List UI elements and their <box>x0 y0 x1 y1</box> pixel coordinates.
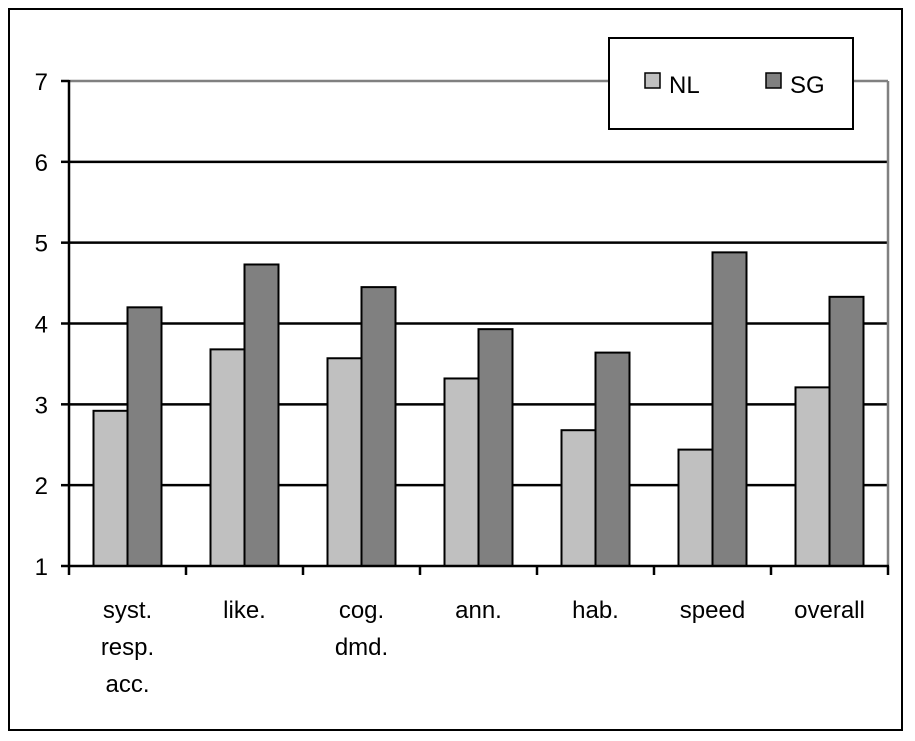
bar-sg-0 <box>126 306 163 567</box>
legend-swatch-sg <box>765 72 782 89</box>
bar-sg-3 <box>477 328 514 567</box>
x-category-label: syst. <box>103 597 152 624</box>
bars <box>92 251 865 568</box>
legend: NL SG <box>608 37 854 130</box>
bar-sg-2 <box>360 286 397 567</box>
bar-sg-4 <box>594 351 631 567</box>
bar-sg-1 <box>243 263 280 567</box>
legend-label-sg: SG <box>790 72 825 99</box>
y-tick-label: 1 <box>35 554 48 581</box>
bar-sg-6 <box>828 295 865 567</box>
y-tick-label: 4 <box>35 312 48 339</box>
bar-nl-2 <box>326 357 363 567</box>
bar-nl-6 <box>794 386 831 567</box>
x-category-label: hab. <box>572 597 619 624</box>
x-category-label: dmd. <box>335 634 388 661</box>
x-category-label: resp. <box>101 634 154 661</box>
legend-swatch-nl <box>644 72 661 89</box>
x-category-label: acc. <box>105 671 149 698</box>
x-category-label: overall <box>794 597 865 624</box>
x-category-label: ann. <box>455 597 502 624</box>
legend-label-nl: NL <box>669 72 700 99</box>
bar-nl-4 <box>560 429 597 568</box>
bar-sg-5 <box>711 251 748 567</box>
x-category-label: cog. <box>339 597 384 624</box>
y-tick-label: 2 <box>35 473 48 500</box>
bar-nl-1 <box>209 348 246 567</box>
bar-nl-3 <box>443 377 480 568</box>
y-tick-label: 3 <box>35 392 48 419</box>
axes <box>61 79 890 575</box>
x-category-label: like. <box>223 597 266 624</box>
y-tick-label: 6 <box>35 150 48 177</box>
y-tick-label: 7 <box>35 69 48 96</box>
y-tick-label: 5 <box>35 231 48 258</box>
bar-nl-5 <box>677 448 714 568</box>
labels: 1 2 3 4 5 6 7 syst. resp. acc. like. cog. dmd. ann. ha… <box>35 69 865 698</box>
x-category-label: speed <box>680 597 745 624</box>
bar-nl-0 <box>92 409 129 567</box>
